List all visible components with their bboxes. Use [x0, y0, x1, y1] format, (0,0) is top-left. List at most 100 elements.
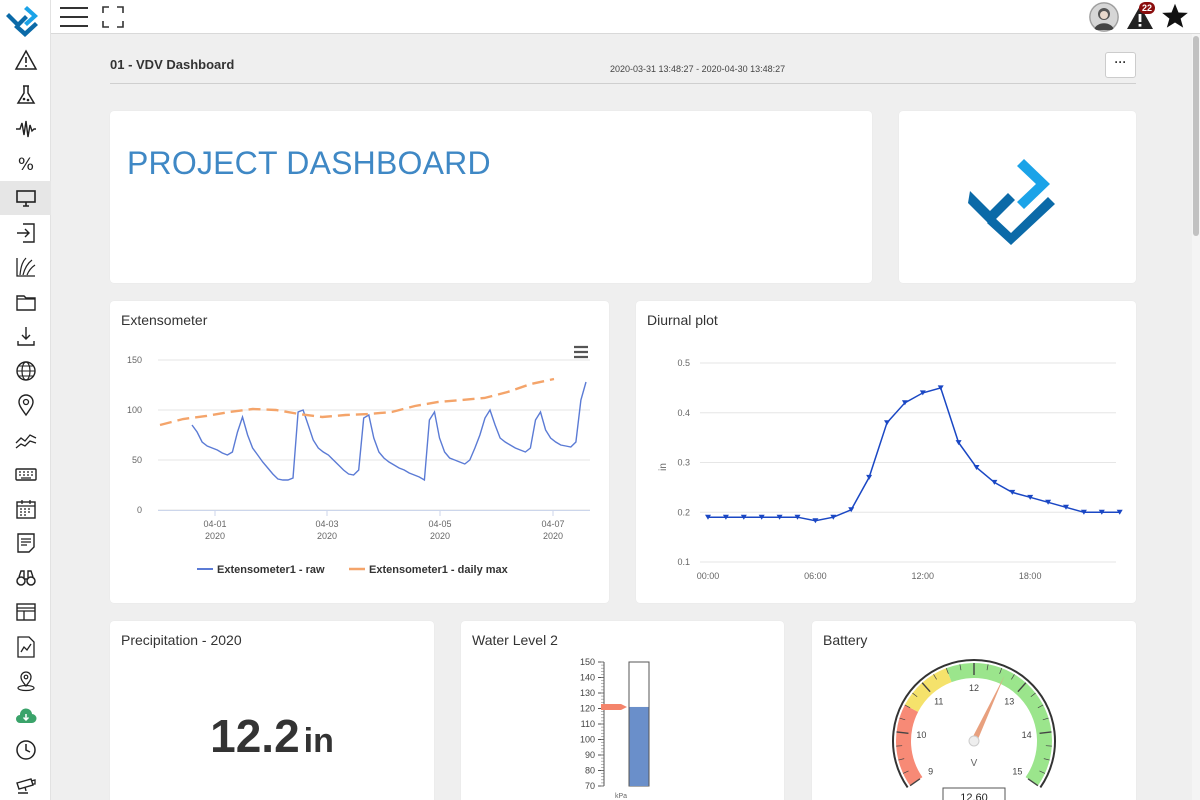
- sidebar-item-cloud-download[interactable]: [0, 699, 51, 733]
- water-level-card: Water Level 2 150 140 130 120 110 100 90 80 70 kP…: [461, 621, 784, 800]
- data-point: [848, 507, 855, 513]
- gauge-tick-label: 14: [1022, 730, 1032, 740]
- gauge-value: 12.60: [960, 792, 988, 800]
- gauge-major-tick: [1017, 682, 1027, 693]
- favorites-star-icon[interactable]: [1161, 2, 1191, 32]
- tank-fill-bar: [629, 706, 649, 786]
- y-tick-label: 50: [132, 455, 142, 465]
- chart-menu-icon[interactable]: [573, 345, 589, 364]
- sidebar-item-folder[interactable]: [0, 285, 51, 319]
- gauge-tick-label: 15: [1012, 766, 1022, 776]
- diurnal-card: Diurnal plot 0.5 0.4 0.3 0.2 0.1 in 00:00 06:00…: [636, 301, 1136, 603]
- gauge-minor-tick: [902, 770, 909, 774]
- sidebar-item-trend-lines[interactable]: [0, 423, 51, 457]
- sidebar-item-notes[interactable]: [0, 526, 51, 560]
- data-point: [919, 390, 926, 396]
- globe-icon: [15, 360, 36, 381]
- alerts-button[interactable]: 22: [1125, 2, 1159, 32]
- sidebar-item-monitor[interactable]: [0, 181, 51, 215]
- sidebar-item-layout[interactable]: [0, 595, 51, 629]
- gauge-major-tick: [909, 778, 921, 787]
- data-point: [705, 514, 711, 520]
- y-tick-label: 150: [127, 355, 142, 365]
- data-point: [937, 385, 944, 391]
- y-tick-label: 90: [585, 750, 595, 760]
- sidebar-item-download[interactable]: [0, 319, 51, 353]
- gauge-rim: [892, 659, 1056, 789]
- sidebar-item-flask[interactable]: [0, 78, 51, 112]
- y-tick-label: 0.4: [677, 408, 690, 418]
- login-icon: [16, 222, 35, 243]
- battery-gauge: 9 10 11 12 13 14 15 V 12.60: [892, 659, 1056, 800]
- y-tick-label: 120: [580, 704, 595, 714]
- sidebar-item-growth-chart[interactable]: [0, 250, 51, 284]
- gauge-minor-tick: [1042, 717, 1049, 721]
- gauge-pivot: [968, 735, 980, 747]
- data-point: [758, 514, 765, 520]
- gauge-band: [896, 704, 923, 786]
- extensometer-title: Extensometer: [121, 312, 208, 328]
- precipitation-value: 12.2: [210, 710, 300, 762]
- gauge-tick-label: 9: [928, 766, 933, 776]
- date-range[interactable]: 2020-03-31 13:48:27 - 2020-04-30 13:48:2…: [610, 64, 786, 74]
- sidebar-item-alert[interactable]: [0, 43, 51, 77]
- sidebar-item-globe[interactable]: [0, 354, 51, 388]
- gauge-minor-tick: [1030, 692, 1036, 698]
- x-tick-sublabel: 2020: [543, 531, 563, 541]
- dashboard-title: 01 - VDV Dashboard: [110, 57, 235, 72]
- alert-triangle-icon: [1127, 6, 1153, 29]
- sidebar-item-keyboard[interactable]: [0, 457, 51, 491]
- gauge-minor-tick: [898, 758, 905, 761]
- sidebar-item-camera[interactable]: [0, 768, 51, 800]
- gauge-minor-tick: [986, 664, 989, 671]
- data-point: [866, 474, 873, 480]
- x-tick-sublabel: 2020: [205, 531, 225, 541]
- map-pin-icon: [16, 671, 35, 692]
- x-tick-sublabel: 2020: [317, 531, 337, 541]
- data-point: [1027, 494, 1034, 500]
- logo-card: [899, 111, 1136, 283]
- gauge-minor-tick: [1039, 770, 1046, 774]
- fullscreen-icon[interactable]: [98, 3, 128, 31]
- gauge-major-tick: [921, 682, 931, 693]
- data-point: [722, 514, 729, 520]
- sidebar-item-percent[interactable]: %: [0, 147, 51, 181]
- y-tick-label: 130: [580, 688, 595, 698]
- y-tick-label: 70: [585, 781, 595, 791]
- scrollbar-thumb[interactable]: [1193, 36, 1199, 236]
- sidebar-item-calendar[interactable]: [0, 492, 51, 526]
- x-tick-label: 12:00: [912, 571, 935, 581]
- sidebar-item-login[interactable]: [0, 216, 51, 250]
- sidebar-item-location-pin[interactable]: [0, 388, 51, 422]
- data-point: [812, 518, 819, 524]
- gauge-unit-label: V: [971, 758, 978, 769]
- y-tick-label: 150: [580, 657, 595, 667]
- gauge-tick-label: 11: [934, 696, 943, 706]
- water-level-chart: 150 140 130 120 110 100 90 80 70 kPa: [580, 657, 650, 800]
- cloud-download-icon: [15, 707, 36, 723]
- sidebar-item-waveform[interactable]: [0, 112, 51, 146]
- data-point: [884, 420, 890, 426]
- page-scrollbar[interactable]: [1192, 34, 1200, 800]
- gauge-minor-tick: [999, 667, 1003, 674]
- x-tick-sublabel: 2020: [430, 531, 450, 541]
- gauge-major-tick: [1027, 778, 1039, 787]
- sidebar-item-map-pin[interactable]: [0, 664, 51, 698]
- gauge-minor-tick: [899, 717, 906, 721]
- layout-icon: [15, 603, 36, 621]
- user-avatar[interactable]: [1089, 2, 1119, 32]
- x-tick-label: 04-05: [428, 519, 451, 529]
- x-tick-label: 00:00: [697, 571, 720, 581]
- calendar-icon: [15, 499, 36, 519]
- app-logo-icon[interactable]: [5, 3, 45, 39]
- trend-lines-icon: [15, 433, 36, 449]
- sidebar-item-binoculars[interactable]: [0, 561, 51, 595]
- diurnal-title: Diurnal plot: [647, 312, 718, 328]
- hamburger-menu-icon[interactable]: [59, 3, 89, 31]
- sidebar-item-report-chart[interactable]: [0, 630, 51, 664]
- y-tick-label: 100: [580, 735, 595, 745]
- sidebar-item-clock[interactable]: [0, 733, 51, 767]
- x-tick-label: 04-07: [541, 519, 564, 529]
- notes-icon: [16, 533, 35, 553]
- more-options-button[interactable]: ···: [1105, 52, 1136, 78]
